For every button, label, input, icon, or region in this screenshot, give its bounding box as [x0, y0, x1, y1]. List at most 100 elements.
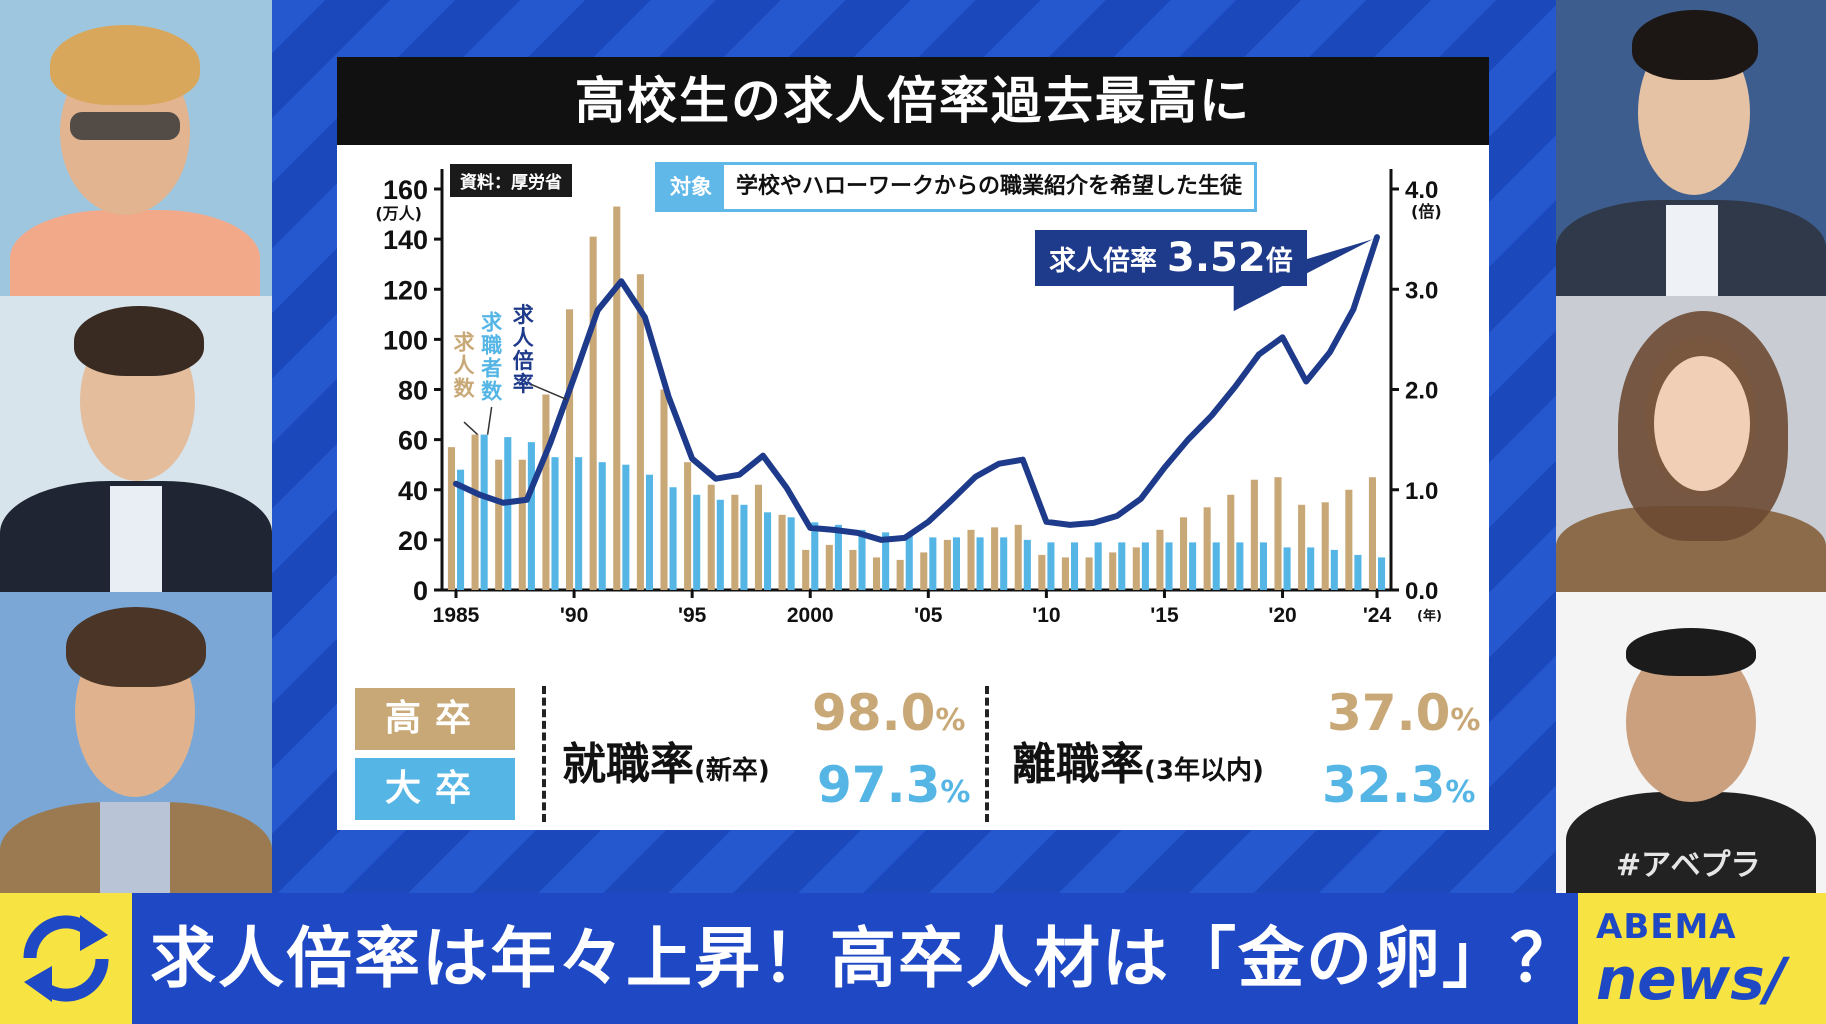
y-left-unit: (万人)	[375, 204, 422, 223]
series-label-char: 人	[513, 326, 534, 350]
y-right-unit: (倍)	[1411, 202, 1442, 221]
chart-canvas: 0 20 40 60 80 100 120 140 160(万人) 0.0 1.0 2.0 3.0 4.0…	[375, 169, 1442, 627]
callout-label: 求人倍率	[1049, 245, 1157, 277]
turnover-hs-number: 37.0	[1327, 684, 1451, 742]
refresh-arrows-icon	[0, 893, 132, 1024]
bar-job-seekers	[787, 517, 795, 590]
label-leader	[530, 383, 568, 401]
bar-job-seekers	[1189, 542, 1197, 590]
bar-job-openings	[1345, 489, 1353, 590]
bar-job-seekers	[575, 457, 583, 590]
label-leader	[486, 406, 493, 435]
target-description: 学校やハローワークからの職業紹介を希望した生徒	[736, 174, 1243, 199]
y-left-tick-label: 160	[383, 175, 428, 205]
employment-high-school-value: 98.0%	[812, 684, 965, 742]
bar-job-openings	[447, 447, 455, 590]
employment-univ-number: 97.3	[817, 756, 941, 814]
y-left-tick-label: 20	[398, 526, 428, 556]
bar-job-openings	[1132, 547, 1140, 590]
bar-job-seekers	[952, 537, 961, 590]
series-label-char: 数	[481, 379, 503, 403]
high-school-legend: 高卒	[355, 688, 515, 750]
stats-strip: 高卒 大卒 就職率(新卒) 98.0% 97.3% 離職率(3年以内) 37.0…	[337, 678, 1489, 830]
callout-pointer	[1233, 239, 1373, 312]
series-label-char: 求	[513, 303, 534, 327]
university-legend: 大卒	[355, 758, 515, 820]
callout-value: 3.52	[1167, 235, 1266, 281]
bar-job-openings	[565, 309, 574, 590]
bar-job-openings	[1085, 557, 1093, 590]
y-right-tick-label: 4.0	[1405, 177, 1438, 204]
hashtag-text: #アベプラ	[1616, 848, 1761, 883]
series-label-char: 求	[454, 330, 475, 354]
bar-job-seekers	[1330, 549, 1338, 590]
y-left-tick-label: 0	[413, 576, 428, 606]
logo-bottom-text: news/	[1596, 945, 1786, 1013]
series-label-char: 率	[513, 372, 534, 396]
employment-note: (新卒)	[694, 756, 770, 786]
y-left-tick-label: 60	[398, 426, 428, 456]
x-tick-label: '90	[560, 604, 588, 627]
turnover-university-value: 32.3%	[1322, 756, 1475, 814]
bar-job-openings	[1321, 502, 1329, 590]
y-left-tick-label: 140	[383, 225, 428, 255]
bar-job-openings	[1061, 557, 1069, 590]
bar-job-seekers	[669, 487, 677, 590]
panelist-video-left-3	[0, 592, 272, 893]
bar-job-seekers	[740, 504, 748, 590]
bar-job-seekers	[622, 464, 630, 590]
logo-top-text: ABEMA	[1596, 907, 1737, 947]
x-tick-label: '24	[1363, 604, 1392, 627]
bar-job-seekers	[858, 529, 866, 590]
x-tick-label: '95	[678, 604, 707, 627]
bar-job-openings	[1227, 494, 1235, 590]
y-left-tick-label: 120	[383, 275, 428, 305]
bar-job-seekers	[905, 534, 913, 590]
panelist-video-right-1	[1556, 0, 1826, 296]
y-left-tick-label: 100	[383, 325, 428, 355]
target-label: 対象	[658, 165, 724, 209]
bar-job-seekers	[527, 442, 535, 590]
bar-job-openings	[778, 514, 786, 590]
bar-job-openings	[943, 539, 951, 590]
bar-job-openings	[1038, 554, 1046, 590]
chart-title: 高校生の求人倍率過去最高に	[337, 57, 1489, 145]
bar-job-openings	[589, 236, 597, 590]
bar-job-seekers	[504, 437, 512, 590]
label-leader	[463, 421, 479, 436]
percent-unit: %	[1450, 703, 1481, 738]
bar-job-openings	[613, 206, 621, 590]
turnover-label: 離職率	[1012, 739, 1144, 790]
bar-job-seekers	[1071, 542, 1079, 590]
bar-job-seekers	[1118, 542, 1126, 590]
y-right-tick-label: 3.0	[1405, 277, 1438, 304]
panelist-video-left-1	[0, 0, 272, 296]
bar-job-openings	[684, 462, 692, 590]
bar-job-seekers	[1236, 542, 1244, 590]
series-label-char: 倍	[513, 349, 534, 373]
bar-job-openings	[967, 529, 975, 590]
bar-job-seekers	[834, 524, 842, 590]
bar-job-seekers	[1165, 542, 1173, 590]
bar-job-seekers	[1354, 554, 1362, 590]
y-right-tick-label: 0.0	[1405, 578, 1438, 605]
bar-job-seekers	[882, 532, 890, 590]
y-right-tick-label: 2.0	[1405, 378, 1438, 405]
bar-job-openings	[849, 549, 857, 590]
bar-job-seekers	[976, 537, 984, 590]
bar-job-seekers	[1094, 542, 1102, 590]
bar-job-openings	[542, 394, 550, 590]
headline-banner: 求人倍率は年々上昇！高卒人材は「金の卵」？	[0, 893, 1826, 1024]
bar-job-seekers	[598, 462, 606, 590]
bar-job-seekers	[645, 474, 654, 590]
x-tick-label: 2000	[787, 604, 834, 627]
x-tick-label: '20	[1268, 604, 1296, 627]
bar-job-openings	[1203, 507, 1211, 590]
target-box: 対象 学校やハローワークからの職業紹介を希望した生徒	[655, 162, 1258, 212]
y-right-tick-label: 1.0	[1405, 478, 1438, 505]
bar-job-seekers	[716, 499, 724, 590]
y-left-tick-label: 80	[398, 376, 428, 406]
bar-job-openings	[518, 459, 526, 590]
panelist-video-right-3	[1556, 592, 1826, 893]
